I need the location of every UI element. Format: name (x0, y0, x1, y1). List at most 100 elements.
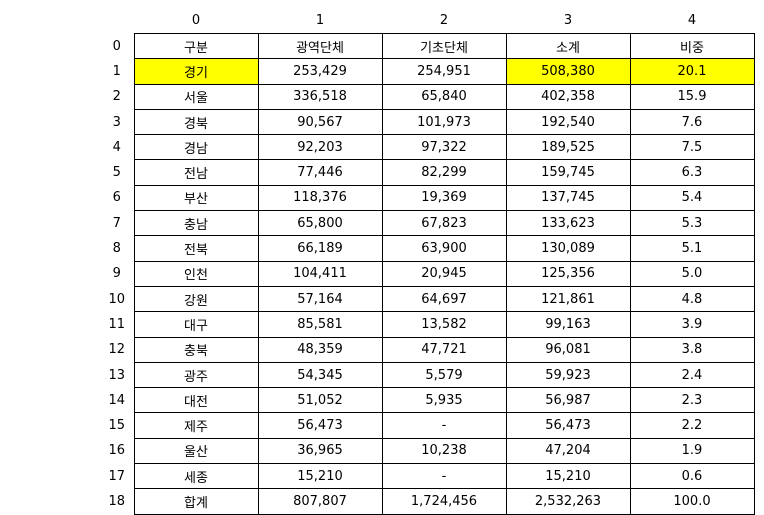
table-cell[interactable]: 137,745 (505, 184, 631, 212)
table-cell[interactable]: 2.3 (629, 387, 755, 414)
table-cell[interactable]: 56,473 (505, 412, 631, 439)
table-cell[interactable]: 254,951 (381, 58, 507, 85)
table-cell[interactable]: 2,532,263 (505, 488, 631, 515)
table-cell[interactable]: 133,623 (505, 210, 631, 237)
table-cell[interactable]: 336,518 (257, 83, 383, 110)
table-cell[interactable]: 전북 (133, 235, 259, 262)
table-cell[interactable]: 118,376 (257, 184, 383, 212)
table-cell[interactable]: 1.9 (629, 437, 755, 465)
table-cell[interactable]: 부산 (133, 184, 259, 212)
table-cell[interactable]: 10,238 (381, 437, 507, 465)
data-table: 0 1 2 3 4 0 구분 광역단체 기초단체 소계 비중 1 경기 253,429 254,9… (100, 8, 755, 515)
table-cell[interactable]: 92,203 (257, 134, 383, 161)
table-cell[interactable]: 15.9 (629, 83, 755, 110)
table-cell[interactable]: 159,745 (505, 159, 631, 186)
table-cell[interactable]: 강원 (133, 285, 259, 313)
table-cell[interactable]: 47,204 (505, 437, 631, 465)
table-cell[interactable]: 4.8 (629, 285, 755, 313)
table-cell[interactable]: 5.0 (629, 260, 755, 287)
table-cell[interactable]: 대구 (133, 311, 259, 338)
table-cell[interactable]: 65,840 (381, 83, 507, 110)
table-cell[interactable]: 125,356 (505, 260, 631, 287)
table-cell[interactable]: 82,299 (381, 159, 507, 186)
table-cell[interactable]: 5.4 (629, 184, 755, 212)
header-cell[interactable]: 소계 (505, 32, 631, 60)
table-cell[interactable]: 57,164 (257, 285, 383, 313)
table-cell[interactable]: 6.3 (629, 159, 755, 186)
table-cell[interactable]: 제주 (133, 412, 259, 439)
table-cell[interactable]: 90,567 (257, 108, 383, 136)
table-cell[interactable]: 99,163 (505, 311, 631, 338)
table-cell[interactable]: 508,380 (505, 58, 631, 85)
table-cell[interactable]: 5.3 (629, 210, 755, 237)
table-cell[interactable]: 56,473 (257, 412, 383, 439)
table-cell[interactable]: 전남 (133, 159, 259, 186)
table-cell[interactable]: 77,446 (257, 159, 383, 186)
table-cell[interactable]: 세종 (133, 463, 259, 490)
table-cell[interactable]: 경기 (133, 58, 259, 85)
table-cell[interactable]: 2.4 (629, 361, 755, 389)
table-cell[interactable]: 65,800 (257, 210, 383, 237)
table-cell[interactable]: 54,345 (257, 361, 383, 389)
table-cell[interactable]: 5,935 (381, 387, 507, 414)
table-cell[interactable]: 합계 (133, 488, 259, 515)
table-cell[interactable]: 64,697 (381, 285, 507, 313)
table-cell[interactable]: 48,359 (257, 336, 383, 363)
table-cell[interactable]: 5.1 (629, 235, 755, 262)
table-cell[interactable]: 66,189 (257, 235, 383, 262)
table-cell[interactable]: 101,973 (381, 108, 507, 136)
table-cell[interactable]: 47,721 (381, 336, 507, 363)
table-cell[interactable]: 19,369 (381, 184, 507, 212)
table-cell[interactable]: 3.8 (629, 336, 755, 363)
table-cell[interactable]: 130,089 (505, 235, 631, 262)
table-cell[interactable]: 충북 (133, 336, 259, 363)
table-cell[interactable]: 경남 (133, 134, 259, 161)
table-cell[interactable]: 1,724,456 (381, 488, 507, 515)
table-cell[interactable]: 7.5 (629, 134, 755, 161)
table-cell[interactable]: 51,052 (257, 387, 383, 414)
table-cell[interactable]: 85,581 (257, 311, 383, 338)
table-cell[interactable]: 울산 (133, 437, 259, 465)
header-cell[interactable]: 구분 (133, 32, 259, 60)
table-cell[interactable]: 20.1 (629, 58, 755, 85)
table-cell[interactable]: 63,900 (381, 235, 507, 262)
table-cell[interactable]: 189,525 (505, 134, 631, 161)
table-cell[interactable]: 97,322 (381, 134, 507, 161)
table-cell[interactable]: 5,579 (381, 361, 507, 389)
table-cell[interactable]: 15,210 (505, 463, 631, 490)
table-cell[interactable]: - (381, 412, 507, 439)
table-cell[interactable]: 3.9 (629, 311, 755, 338)
column-index: 3 (563, 13, 573, 28)
table-cell[interactable]: 광주 (133, 361, 259, 389)
table-cell[interactable]: 96,081 (505, 336, 631, 363)
header-cell[interactable]: 비중 (629, 32, 755, 60)
table-cell[interactable]: 7.6 (629, 108, 755, 136)
table-cell[interactable]: 20,945 (381, 260, 507, 287)
table-cell[interactable]: 경북 (133, 108, 259, 136)
table-cell[interactable]: 104,411 (257, 260, 383, 287)
table-cell[interactable]: 서울 (133, 83, 259, 110)
table-cell[interactable]: 59,923 (505, 361, 631, 389)
table-cell[interactable]: 13,582 (381, 311, 507, 338)
table-cell[interactable]: 402,358 (505, 83, 631, 110)
table-cell[interactable]: 36,965 (257, 437, 383, 465)
table-cell[interactable]: 대전 (133, 387, 259, 414)
column-index: 2 (439, 13, 449, 28)
table-cell[interactable]: 192,540 (505, 108, 631, 136)
table-cell[interactable]: 0.6 (629, 463, 755, 490)
table-cell[interactable]: 807,807 (257, 488, 383, 515)
table-cell[interactable]: 15,210 (257, 463, 383, 490)
header-cell[interactable]: 광역단체 (257, 32, 383, 60)
table-cell[interactable]: 2.2 (629, 412, 755, 439)
table-cell[interactable]: 충남 (133, 210, 259, 237)
row-index: 13 (108, 367, 126, 383)
header-cell[interactable]: 기초단체 (381, 32, 507, 60)
table-cell[interactable]: - (381, 463, 507, 490)
table-cell[interactable]: 121,861 (505, 285, 631, 313)
table-cell[interactable]: 56,987 (505, 387, 631, 414)
row-index: 16 (108, 443, 126, 459)
table-cell[interactable]: 253,429 (257, 58, 383, 85)
table-cell[interactable]: 인천 (133, 260, 259, 287)
table-cell[interactable]: 100.0 (629, 488, 755, 515)
table-cell[interactable]: 67,823 (381, 210, 507, 237)
